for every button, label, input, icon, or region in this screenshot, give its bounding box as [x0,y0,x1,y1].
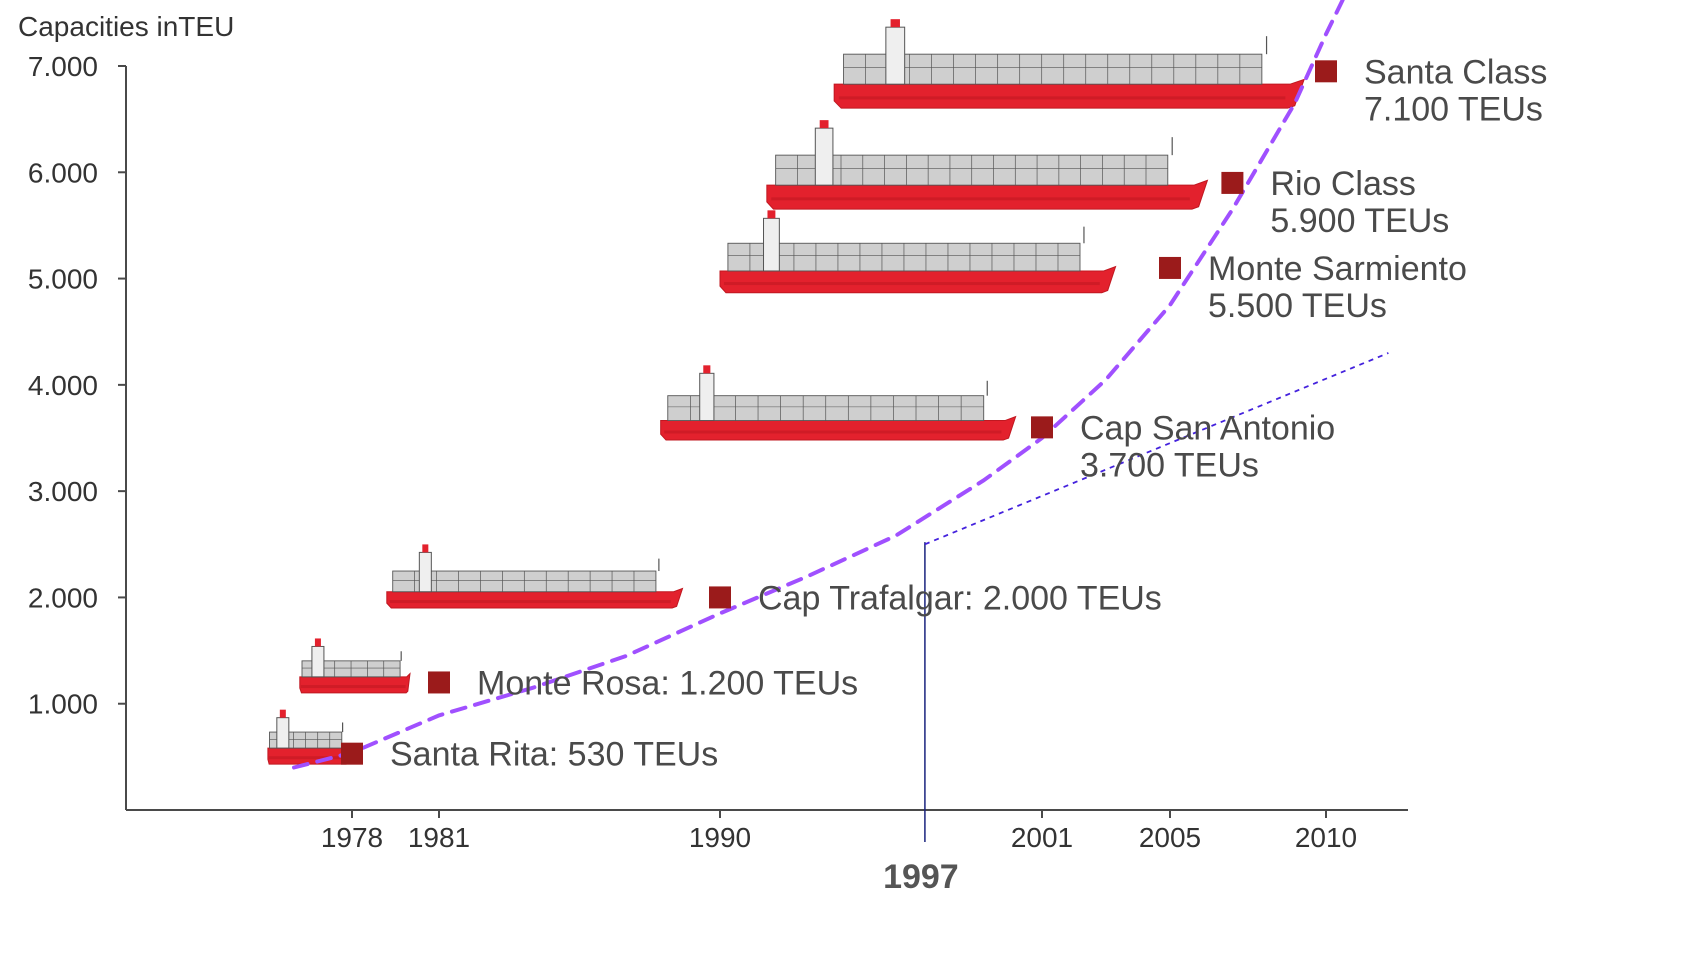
ship-bridge [885,26,906,85]
rio-class-ship [766,120,1209,210]
point-label-line: Monte Sarmiento [1208,250,1467,288]
data-markers [341,60,1337,765]
x-tick-label: 2005 [1139,822,1201,853]
cap-san-antonio-ship [660,365,1017,441]
data-marker [1221,171,1244,194]
ship-funnel [703,365,711,374]
ship-hull-stripe [838,96,1286,100]
ship-hull [386,587,684,609]
y-axis-title: Capacities inTEU [18,11,234,42]
ship-hull [299,672,411,694]
x-tick-label: 1990 [689,822,751,853]
ship-bridge [763,217,780,272]
ship-funnel [279,709,286,718]
y-tick-label: 2.000 [28,582,98,613]
ship-funnel [890,19,900,28]
y-tick-label: 4.000 [28,370,98,401]
y-tick-label: 5.000 [28,264,98,295]
highlight-year-label: 1997 [883,858,959,896]
data-marker [1159,256,1181,279]
point-label: Monte Rosa: 1.200 TEUs [477,664,858,702]
ship-hull-stripe [300,685,406,689]
y-tick-label: 3.000 [28,476,98,507]
ship-hull [660,415,1017,441]
x-tick-label: 2001 [1011,822,1073,853]
ship-hull-stripe [664,430,1002,434]
point-label: Santa Rita: 530 TEUs [390,736,718,774]
point-label-line: Santa Class [1364,53,1547,91]
data-marker [1031,416,1053,439]
point-label-line: Rio Class [1270,165,1415,203]
ship-cargo [843,53,1263,85]
data-marker [341,742,363,765]
ship-hull [719,265,1117,294]
ship-funnel [314,638,321,647]
y-tick-label: 1.000 [28,689,98,720]
ship-hull [766,179,1209,210]
ship-bridge [814,127,834,186]
trend-lines [292,0,1389,770]
point-labels: Santa Rita: 530 TEUs Monte Rosa: 1.200 TE… [390,53,1547,773]
x-tick-label: 1981 [408,822,470,853]
ship-hull-stripe [389,600,671,604]
ship-hull-stripe [723,282,1100,286]
exponential-trend-line [292,0,1345,770]
ship-funnel [819,120,829,129]
ship-bridge [276,717,290,749]
ship-hull-stripe [771,197,1190,201]
ship-bridge [311,645,325,678]
point-label: Cap Trafalgar: 2.000 TEUs [758,579,1162,617]
point-label-line: 5.900 TEUs [1270,202,1449,240]
data-marker [428,671,450,694]
ship-bridge [699,372,715,422]
ship-funnel [767,210,776,219]
linear-trend-line [924,352,1389,546]
monte-sarmiento-ship [719,210,1117,294]
point-label-line: 5.500 TEUs [1208,287,1387,325]
point-label-line: Santa Rita: 530 TEUs [390,736,718,774]
x-tick-label: 1978 [321,822,383,853]
axes: 7.000 6.000 5.000 4.000 3.000 2.000 1.000 1978 1… [28,51,1408,853]
point-label-line: Cap Trafalgar: 2.000 TEUs [758,579,1162,617]
y-tick-label: 6.000 [28,157,98,188]
point-label-line: 3.700 TEUs [1080,446,1259,484]
y-tick-label: 7.000 [28,51,98,82]
x-tick-label: 2010 [1295,822,1357,853]
santa-class-ship [833,19,1305,109]
ship-funnel [422,544,429,553]
data-marker [709,586,731,609]
ship-bridge [418,551,432,593]
monte-rosa-ship [299,638,411,694]
point-label-line: 7.100 TEUs [1364,90,1543,128]
ship-illustrations [267,19,1305,765]
data-marker [1315,60,1337,83]
point-label-line: Cap San Antonio [1080,409,1335,447]
point-label-line: Monte Rosa: 1.200 TEUs [477,664,858,702]
cap-trafalgar-ship [386,544,684,609]
ship-hull-stripe [268,756,346,760]
